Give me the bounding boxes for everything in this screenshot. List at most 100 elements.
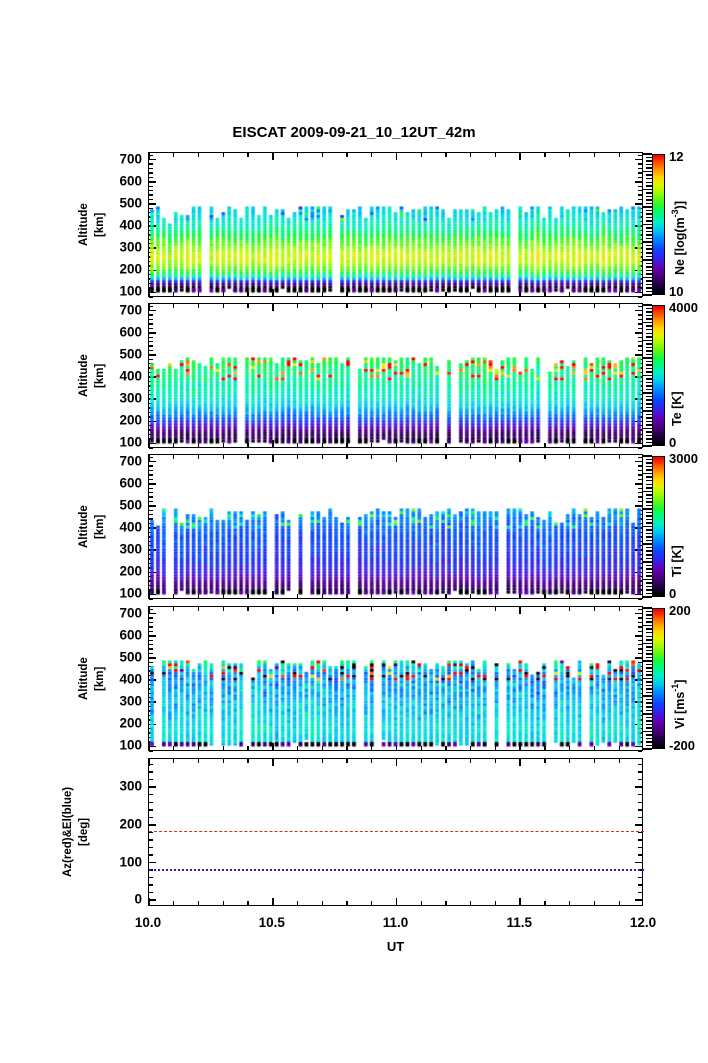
colorbar-tick	[646, 160, 652, 162]
colorbar-tick	[646, 185, 652, 187]
colorbar-gradient-te	[653, 306, 664, 445]
colorbar-tick	[646, 385, 652, 387]
y-minor-tick	[638, 763, 642, 766]
y-tick-label-vi-100: 100	[119, 737, 142, 753]
colorbar-tick	[646, 670, 652, 673]
colorbar-tick	[643, 713, 652, 715]
x-minor-tick	[494, 901, 497, 905]
colorbar-tick	[643, 578, 652, 581]
colorbar-tick	[646, 617, 652, 620]
colorbar-tick	[643, 624, 652, 627]
colorbar-gradient-ti	[653, 457, 664, 596]
y-tick-label-ne-200: 200	[119, 261, 142, 277]
y-tick-azel-100	[635, 861, 642, 864]
colorbar-tick	[646, 571, 652, 574]
colorbar-tick	[646, 610, 652, 613]
colorbar-tick	[643, 374, 652, 377]
colorbar-tick	[646, 378, 652, 380]
y-tick-azel-200	[635, 824, 642, 826]
y-minor-tick	[149, 839, 153, 841]
colorbar-max-label-ne: 12	[669, 149, 684, 164]
y-tick-label-azel-300: 300	[119, 778, 142, 794]
x-minor-tick	[346, 901, 348, 905]
x-tick-label-4: 12.0	[629, 915, 657, 930]
colorbar-tick	[646, 434, 652, 437]
colorbar-tick	[646, 536, 652, 538]
colorbar-tick	[646, 635, 652, 637]
colorbar-tick	[643, 695, 652, 697]
colorbar-tick	[646, 248, 652, 250]
colorbar-tick	[646, 614, 652, 616]
colorbar-tick	[643, 321, 652, 324]
x-tick-azel-4	[641, 759, 644, 766]
colorbar-gradient-vi	[653, 609, 664, 748]
y-minor-tick	[149, 876, 153, 879]
colorbar-tick	[646, 465, 652, 468]
x-minor-tick	[173, 759, 175, 763]
colorbar-tick	[643, 607, 652, 609]
page-title: EISCAT 2009-09-21_10_12UT_42m	[232, 124, 476, 141]
x-minor-tick	[247, 759, 249, 763]
x-minor-tick	[569, 901, 571, 905]
colorbar-tick	[646, 582, 652, 584]
y-minor-tick	[638, 801, 642, 803]
colorbar-tick	[646, 649, 652, 652]
colorbar-tick	[646, 244, 652, 247]
x-minor-tick	[593, 901, 596, 905]
y-tick-label-te-400: 400	[119, 368, 142, 384]
colorbar-tick	[646, 483, 652, 485]
colorbar-title-ti: Ti [K]	[670, 545, 684, 577]
y-minor-tick	[638, 750, 642, 752]
y-tick-label-ti-700: 700	[119, 453, 142, 469]
y-minor-tick	[638, 839, 642, 841]
colorbar-tick	[646, 336, 652, 338]
colorbar-min-label-ti: 0	[669, 586, 677, 601]
x-minor-tick	[222, 901, 224, 905]
colorbar-tick	[646, 518, 652, 521]
colorbar-tick	[646, 424, 652, 426]
colorbar-tick	[646, 646, 652, 648]
x-minor-tick	[420, 759, 422, 763]
colorbar-tick	[646, 181, 652, 183]
colorbar-tick	[646, 546, 652, 549]
y-tick-label-ti-100: 100	[119, 585, 142, 601]
colorbar-tick	[643, 259, 652, 261]
colorbar-tick	[646, 417, 652, 419]
y-axis-title-ti: Altitude	[78, 505, 90, 548]
y-tick-label-vi-200: 200	[119, 715, 142, 731]
colorbar-ti	[652, 456, 665, 597]
plot-panel-vi	[148, 606, 644, 752]
colorbar-tick	[646, 269, 652, 272]
x-tick-azel-2	[395, 759, 398, 766]
y-tick-label-ne-500: 500	[119, 195, 142, 211]
colorbar-vi	[652, 608, 665, 749]
colorbar-tick	[646, 575, 652, 577]
y-tick-azel-300	[635, 786, 642, 789]
colorbar-tick	[646, 663, 652, 666]
colorbar-tick	[643, 304, 652, 306]
y-minor-tick	[149, 854, 153, 856]
colorbar-tick	[646, 639, 652, 641]
colorbar-tick	[646, 388, 652, 391]
colorbar-tick	[646, 744, 652, 747]
colorbar-tick	[646, 287, 652, 289]
y-minor-tick	[638, 846, 642, 849]
colorbar-tick	[646, 252, 652, 254]
colorbar-tick	[646, 564, 652, 567]
x-minor-tick	[296, 759, 299, 763]
y-axis-unit-te: [km]	[94, 363, 106, 388]
y-tick-label-ne-300: 300	[119, 239, 142, 255]
colorbar-tick	[643, 543, 652, 545]
colorbar-max-label-ti: 3000	[669, 451, 698, 466]
colorbar-tick	[646, 504, 652, 507]
colorbar-tick	[646, 367, 652, 370]
colorbar-tick	[646, 734, 652, 736]
x-minor-tick	[470, 901, 472, 905]
x-minor-tick	[569, 759, 571, 763]
colorbar-max-label-te: 4000	[669, 300, 698, 315]
colorbar-tick	[646, 441, 652, 444]
y-minor-tick	[638, 447, 642, 449]
x-minor-tick	[371, 759, 373, 763]
colorbar-tick	[646, 237, 652, 240]
colorbar-tick	[646, 346, 652, 349]
